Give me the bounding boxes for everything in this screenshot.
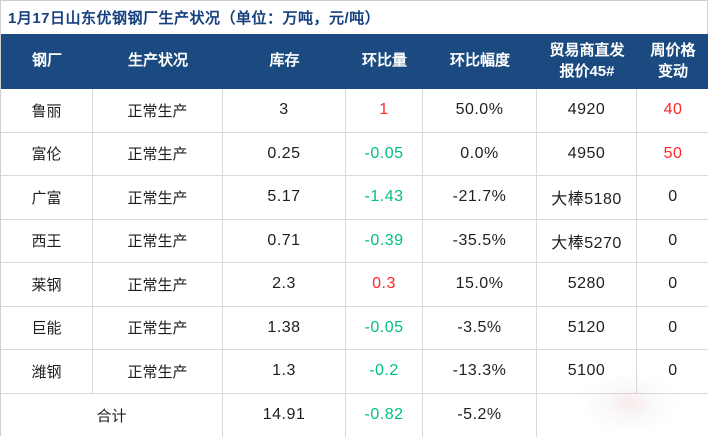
cell-week-change: 0 [637,350,708,393]
cell-mom-pct: 0.0% [423,133,537,176]
col-header-week-change: 周价格 变动 [637,34,708,89]
cell-factory: 广富 [1,176,93,219]
table-row: 莱钢 正常生产 2.3 0.3 15.0% 5280 0 [1,263,708,307]
col-header-inventory: 库存 [223,34,346,89]
table-header-row: 钢厂 生产状况 库存 环比量 环比幅度 贸易商直发 报价45# 周价格 变动 [1,34,708,89]
cell-status: 正常生产 [93,89,223,132]
col-header-mom-pct: 环比幅度 [423,34,537,89]
cell-inventory: 2.3 [223,263,346,306]
cell-total-inventory: 14.91 [223,394,346,437]
cell-inventory: 5.17 [223,176,346,219]
cell-quote: 大棒5180 [537,176,637,219]
col-header-quote: 贸易商直发 报价45# [537,34,637,89]
cell-mom-qty: -0.05 [346,133,423,176]
cell-mom-pct: 50.0% [423,89,537,132]
cell-inventory: 0.71 [223,220,346,263]
cell-mom-qty: -0.2 [346,350,423,393]
cell-mom-qty: 0.3 [346,263,423,306]
table-row: 富伦 正常生产 0.25 -0.05 0.0% 4950 50 [1,133,708,177]
cell-factory: 富伦 [1,133,93,176]
cell-total-label: 合计 [1,394,223,437]
cell-week-change: 0 [637,263,708,306]
cell-week-change: 0 [637,176,708,219]
cell-status: 正常生产 [93,263,223,306]
production-table: 钢厂 生产状况 库存 环比量 环比幅度 贸易商直发 报价45# 周价格 变动 鲁… [1,34,708,437]
cell-factory: 莱钢 [1,263,93,306]
cell-week-change: 0 [637,220,708,263]
cell-status: 正常生产 [93,133,223,176]
cell-factory: 巨能 [1,307,93,350]
cell-status: 正常生产 [93,176,223,219]
cell-mom-qty: -1.43 [346,176,423,219]
cell-mom-pct: -3.5% [423,307,537,350]
table-row: 广富 正常生产 5.17 -1.43 -21.7% 大棒5180 0 [1,176,708,220]
cell-total-mom-pct: -5.2% [423,394,537,437]
table-row: 巨能 正常生产 1.38 -0.05 -3.5% 5120 0 [1,307,708,351]
report-title: 1月17日山东优钢钢厂生产状况（单位：万吨，元/吨） [8,7,380,28]
cell-total-mom-qty: -0.82 [346,394,423,437]
cell-status: 正常生产 [93,307,223,350]
cell-week-change: 40 [637,89,708,132]
cell-week-change: 50 [637,133,708,176]
cell-mom-pct: -21.7% [423,176,537,219]
table-row: 潍钢 正常生产 1.3 -0.2 -13.3% 5100 0 [1,350,708,394]
cell-mom-pct: 15.0% [423,263,537,306]
table-row: 西王 正常生产 0.71 -0.39 -35.5% 大棒5270 0 [1,220,708,264]
cell-factory: 西王 [1,220,93,263]
cell-quote: 5120 [537,307,637,350]
cell-week-change: 0 [637,307,708,350]
cell-quote: 4950 [537,133,637,176]
cell-quote: 5100 [537,350,637,393]
cell-quote: 4920 [537,89,637,132]
cell-status: 正常生产 [93,350,223,393]
cell-status: 正常生产 [93,220,223,263]
cell-mom-qty: 1 [346,89,423,132]
col-header-status: 生产状况 [93,34,223,89]
cell-mom-pct: -13.3% [423,350,537,393]
col-header-mom-qty: 环比量 [346,34,423,89]
col-header-factory: 钢厂 [1,34,93,89]
cell-quote: 5280 [537,263,637,306]
table-row: 鲁丽 正常生产 3 1 50.0% 4920 40 [1,89,708,133]
cell-mom-qty: -0.05 [346,307,423,350]
cell-mom-qty: -0.39 [346,220,423,263]
cell-inventory: 3 [223,89,346,132]
cell-inventory: 1.38 [223,307,346,350]
cell-inventory: 0.25 [223,133,346,176]
cell-quote: 大棒5270 [537,220,637,263]
cell-mom-pct: -35.5% [423,220,537,263]
cell-total-empty [537,394,708,437]
cell-factory: 鲁丽 [1,89,93,132]
cell-factory: 潍钢 [1,350,93,393]
table-total-row: 合计 14.91 -0.82 -5.2% [1,394,708,437]
cell-inventory: 1.3 [223,350,346,393]
